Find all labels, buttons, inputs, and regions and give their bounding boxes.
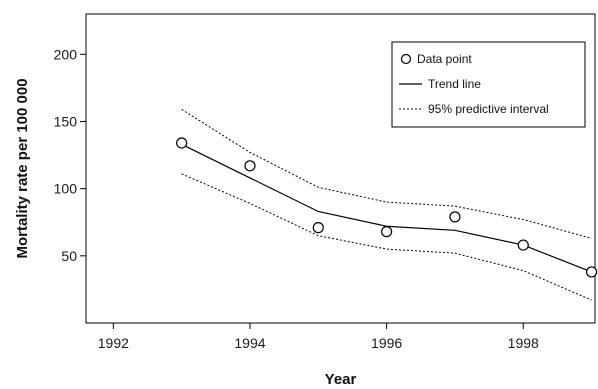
x-axis: 1992 1994 1996 1998 — [98, 323, 539, 351]
data-point-1997 — [449, 211, 461, 223]
y-tick-label-100: 100 — [54, 181, 78, 197]
x-tick-label-1994: 1994 — [234, 335, 265, 351]
legend: Data point Trend line 95% predictive inter… — [391, 41, 586, 128]
x-tick-label-1992: 1992 — [98, 335, 129, 351]
data-point-1995 — [312, 222, 324, 234]
legend-label-0: Data point — [417, 52, 472, 66]
data-point-1996 — [381, 226, 393, 238]
series-layer — [176, 108, 598, 301]
legend-label-2: 95% predictive interval — [428, 102, 549, 116]
data-point-1993 — [176, 137, 188, 149]
data-point-1999 — [585, 266, 598, 278]
data-point-1998 — [517, 239, 529, 251]
y-tick-label-200: 200 — [54, 46, 78, 62]
legend-box — [391, 41, 586, 128]
y-axis-title: Mortality rate per 100 000 — [14, 78, 31, 258]
y-tick-label-50: 50 — [61, 248, 77, 264]
legend-label-1: Trend line — [428, 77, 481, 91]
x-tick-label-1998: 1998 — [508, 335, 539, 351]
plot-frame — [85, 13, 596, 324]
x-tick-label-1996: 1996 — [371, 335, 402, 351]
legend-circle-icon — [400, 53, 412, 65]
trend-line — [181, 143, 592, 273]
plot-area — [85, 13, 596, 324]
x-axis-title: Year — [325, 371, 357, 388]
interval-upper-line — [181, 108, 592, 239]
y-axis: 50 100 150 200 — [54, 46, 86, 264]
y-tick-label-150: 150 — [54, 113, 78, 129]
data-point-1994 — [244, 160, 256, 172]
